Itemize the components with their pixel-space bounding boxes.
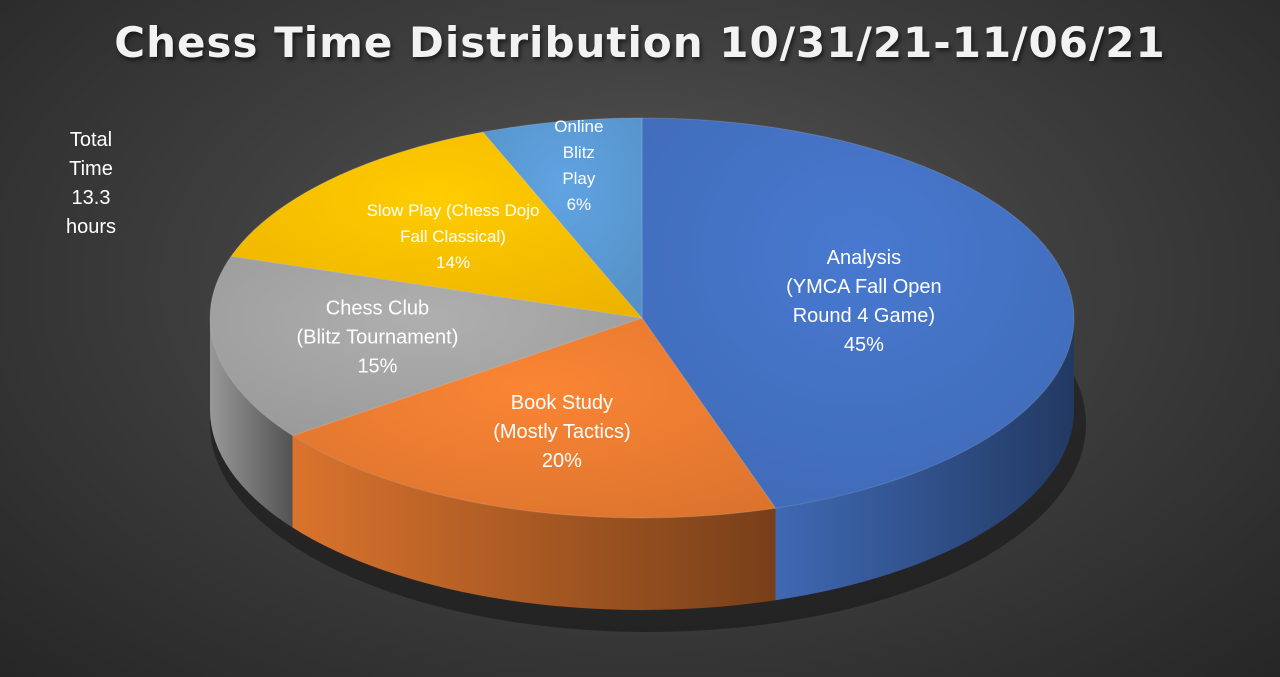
total-time-note: Total Time 13.3 hours bbox=[56, 126, 126, 242]
slice-label-line: 15% bbox=[357, 355, 397, 377]
note-line: Total bbox=[69, 129, 113, 151]
slice-label-line: (Mostly Tactics) bbox=[493, 421, 630, 443]
slice-label-line: (YMCA Fall Open bbox=[786, 276, 942, 298]
slice-side bbox=[292, 435, 776, 610]
slice-label-line: Blitz bbox=[563, 143, 595, 162]
slice-label-line: Chess Club bbox=[326, 297, 429, 319]
slice-label-line: Online bbox=[554, 117, 603, 136]
slice-top bbox=[482, 117, 643, 320]
slice-top bbox=[291, 317, 777, 519]
slice-label-line: Book Study bbox=[511, 392, 613, 414]
slice-label-line: (Blitz Tournament) bbox=[296, 326, 458, 348]
slice-top bbox=[641, 117, 1075, 509]
slice-label-line: Play bbox=[562, 169, 596, 188]
slice-top bbox=[209, 255, 643, 437]
slice-side bbox=[775, 318, 1074, 601]
slice-label-line: 6% bbox=[567, 195, 592, 214]
slice-label-line: Slow Play (Chess Dojo bbox=[367, 201, 540, 220]
slice-label: Book Study (Mostly Tactics) 20% bbox=[493, 392, 630, 472]
slice-label-line: 14% bbox=[436, 253, 470, 272]
note-line: hours bbox=[65, 216, 117, 238]
slice-label: Analysis (YMCA Fall Open Round 4 Game) 45% bbox=[786, 247, 942, 356]
slice-top bbox=[230, 131, 644, 319]
note-line: Time bbox=[69, 158, 113, 180]
note-line: 13.3 bbox=[71, 187, 111, 209]
slice-side bbox=[210, 318, 293, 528]
slice-label: Online Blitz Play 6% bbox=[554, 117, 603, 214]
slice-label-line: Fall Classical) bbox=[400, 227, 506, 246]
chart-title: Chess Time Distribution 10/31/21-11/06/2… bbox=[114, 18, 1166, 67]
slice-label: Slow Play (Chess Dojo Fall Classical) 14% bbox=[367, 201, 540, 272]
slice-label-line: 20% bbox=[542, 450, 582, 472]
slice-label: Chess Club (Blitz Tournament) 15% bbox=[296, 297, 458, 377]
slice-label-line: Round 4 Game) bbox=[793, 305, 935, 327]
slice-label-line: Analysis bbox=[827, 247, 901, 269]
slice-label-line: 45% bbox=[844, 334, 884, 356]
